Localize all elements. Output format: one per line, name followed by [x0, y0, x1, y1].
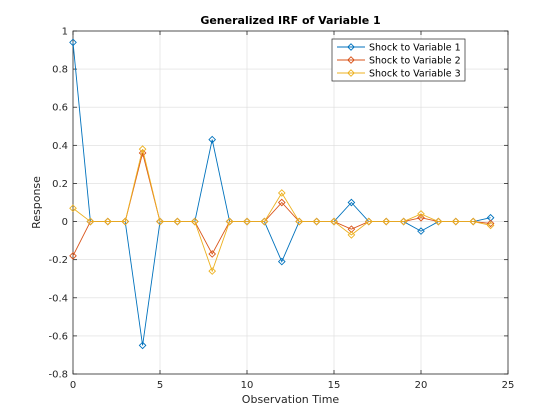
- y-tick-label: 0.8: [52, 65, 68, 76]
- legend: Shock to Variable 1 Shock to Variable 2 Sh…: [331, 38, 466, 82]
- data-point-marker: [347, 231, 356, 239]
- legend-label: Shock to Variable 1: [369, 42, 461, 53]
- data-point-marker: [190, 217, 199, 226]
- legend-label: Shock to Variable 3: [369, 68, 461, 79]
- y-tick-label: -0.6: [48, 331, 68, 342]
- grid-layer: [73, 31, 508, 374]
- data-point-marker: [486, 213, 495, 222]
- data-point-marker: [434, 217, 443, 226]
- data-point-marker: [277, 189, 286, 197]
- data-point-marker: [347, 198, 356, 207]
- y-tick-label: 1: [62, 27, 68, 38]
- y-tick-label: 0.6: [52, 103, 68, 114]
- x-tick-label: 5: [157, 380, 163, 391]
- x-tick-label: 10: [241, 380, 254, 391]
- data-point-marker: [225, 217, 234, 226]
- data-point-marker: [277, 257, 286, 266]
- plot-area-frame: [72, 30, 509, 375]
- legend-entry: Shock to Variable 2: [337, 55, 461, 66]
- y-tick-label: 0.4: [52, 141, 68, 152]
- data-point-marker: [138, 145, 147, 153]
- data-point-marker: [469, 217, 478, 226]
- series-line: [72, 42, 491, 346]
- y-tick-label: -0.2: [48, 255, 68, 266]
- y-tick-label: 0.2: [52, 179, 68, 190]
- data-point-marker: [69, 252, 77, 260]
- legend-entry: Shock to Variable 3: [337, 68, 461, 79]
- data-point-marker: [86, 217, 95, 226]
- series-3: [69, 145, 495, 275]
- x-axis-label: Observation Time: [242, 393, 340, 406]
- data-point-marker: [312, 217, 321, 226]
- series-layer: [69, 38, 495, 350]
- data-point-marker: [243, 217, 251, 226]
- y-tick-label: -0.4: [48, 293, 68, 304]
- x-tick-label: 25: [502, 380, 515, 391]
- data-point-marker: [486, 219, 495, 228]
- data-point-marker: [417, 210, 425, 218]
- y-tick-label: -0.8: [48, 370, 68, 381]
- legend-label: Shock to Variable 2: [369, 55, 461, 66]
- data-point-marker: [382, 217, 391, 226]
- data-point-marker: [417, 213, 425, 222]
- data-point-marker: [208, 267, 217, 275]
- data-point-marker: [208, 135, 217, 144]
- data-point-marker: [156, 217, 164, 226]
- data-point-marker: [451, 217, 460, 226]
- data-point-marker: [103, 217, 112, 226]
- data-point-marker: [173, 217, 182, 226]
- data-point-marker: [364, 217, 373, 226]
- legend-entry: Shock to Variable 1: [337, 42, 461, 53]
- data-point-marker: [69, 38, 77, 47]
- data-point-marker: [69, 204, 77, 213]
- x-tick-label: 0: [70, 380, 76, 391]
- ticks-layer: 0 5 10 15 20 25 -0.8 -0.6 -0.4 -0.2 0 0.2 0.4 0.6 0.8 1: [48, 27, 514, 392]
- legend-marker-sample: [347, 56, 355, 64]
- data-point-marker: [486, 221, 495, 230]
- y-axis-label: Response: [30, 176, 43, 229]
- series-line: [72, 149, 491, 273]
- data-point-marker: [260, 217, 269, 226]
- data-point-marker: [138, 341, 147, 350]
- x-tick-label: 20: [415, 380, 428, 391]
- data-point-marker: [121, 217, 130, 226]
- y-tick-label: 0: [62, 217, 68, 228]
- data-point-marker: [277, 198, 286, 207]
- data-point-marker: [208, 250, 217, 258]
- x-tick-label: 15: [328, 380, 341, 391]
- data-point-marker: [399, 217, 408, 226]
- legend-marker-sample: [347, 69, 355, 77]
- legend-marker-sample: [347, 43, 355, 51]
- chart-title: Generalized IRF of Variable 1: [200, 14, 380, 27]
- data-point-marker: [347, 225, 356, 234]
- data-point-marker: [417, 227, 425, 235]
- data-point-marker: [295, 217, 304, 226]
- data-point-marker: [330, 217, 338, 226]
- data-point-marker: [138, 149, 147, 157]
